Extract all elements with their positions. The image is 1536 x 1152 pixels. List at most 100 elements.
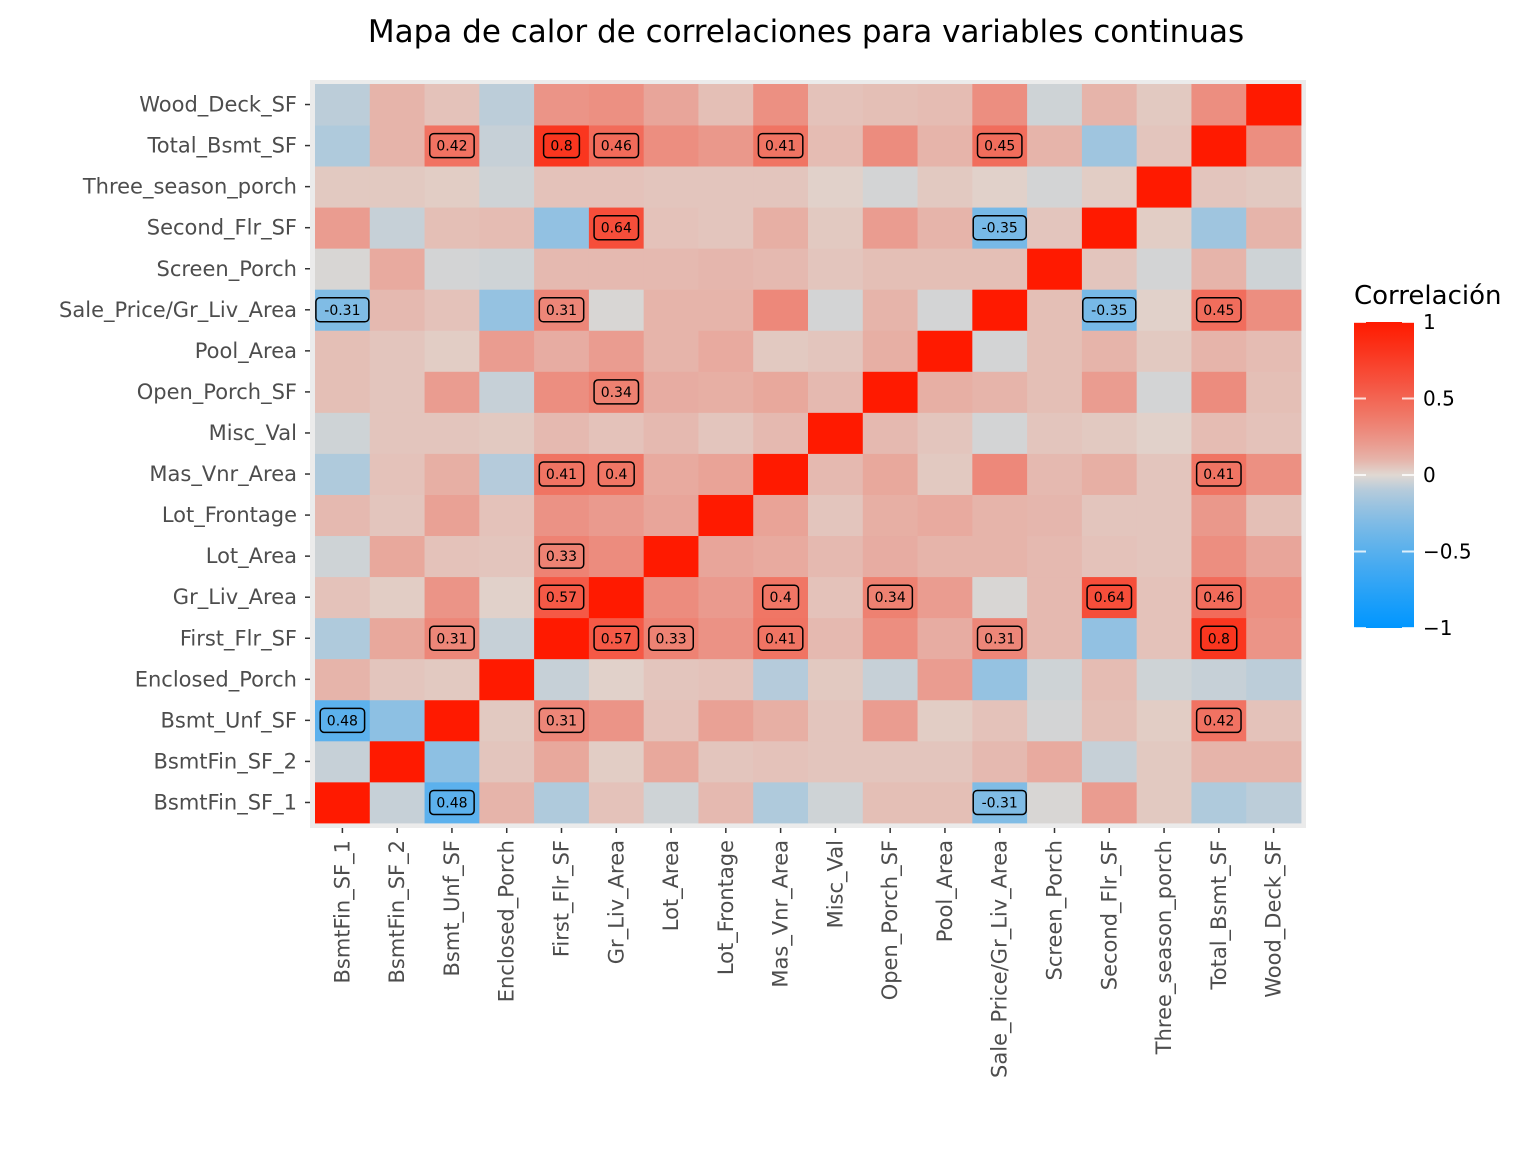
heatmap-cell-sale-price-gr-liv-area-x-three-season-porch	[1136, 289, 1192, 331]
heatmap-cell-pool-area-x-sale-price-gr-liv-area	[972, 330, 1028, 372]
heatmap-cell-pool-area-x-screen-porch	[1027, 330, 1083, 372]
heatmap-cell-three-season-porch-x-gr-liv-area	[588, 166, 645, 208]
cell-label-text: 0.46	[1203, 590, 1234, 606]
heatmap-cell-misc-val-x-wood-deck-sf	[1246, 412, 1302, 454]
y-tick-label-open-porch-sf: Open_Porch_SF	[137, 380, 297, 405]
x-tick-label-open-porch-sf: Open_Porch_SF	[878, 840, 903, 1000]
heatmap-cell-bsmtfin-sf-1-x-enclosed-porch	[479, 781, 535, 824]
heatmap-cell-bsmtfin-sf-2-x-bsmt-unf-sf	[424, 740, 480, 783]
cell-label-box	[597, 461, 635, 487]
heatmap-cell-lot-area-x-screen-porch	[1027, 535, 1083, 578]
heatmap-cell-lot-frontage-x-pool-area	[917, 494, 973, 537]
cell-label-box	[761, 584, 800, 610]
heatmap-cell-screen-porch-x-first-flr-sf	[534, 248, 590, 290]
heatmap-cell-enclosed-porch-x-open-porch-sf	[862, 658, 918, 701]
heatmap-cell-gr-liv-area-x-misc-val	[808, 576, 864, 619]
heatmap-cell-enclosed-porch-x-lot-frontage	[698, 658, 754, 701]
heatmap-cell-open-porch-sf-x-screen-porch	[1027, 371, 1083, 413]
heatmap-cell-second-flr-sf-x-open-porch-sf	[862, 207, 918, 249]
heatmap-cell-lot-area-x-wood-deck-sf	[1246, 535, 1302, 578]
heatmap-cell-mas-vnr-area-x-enclosed-porch	[479, 453, 535, 495]
y-tick-label-bsmt-unf-sf: Bsmt_Unf_SF	[160, 708, 297, 733]
heatmap-cell-sale-price-gr-liv-area-x-screen-porch	[1027, 289, 1083, 331]
heatmap-cell-wood-deck-sf-x-open-porch-sf	[862, 84, 918, 126]
heatmap-cell-lot-area-x-bsmt-unf-sf	[424, 535, 480, 578]
heatmap-cell-pool-area-x-misc-val	[808, 330, 864, 372]
x-tick-label-bsmtfin-sf-2: BsmtFin_SF_2	[385, 840, 410, 984]
cell-label-text: 0.34	[875, 590, 906, 606]
x-tick-label-bsmt-unf-sf: Bsmt_Unf_SF	[440, 840, 465, 977]
heatmap-cell-lot-area-x-bsmtfin-sf-1	[315, 535, 371, 578]
cell-label-bsmtfin-sf-1-x-sale-price-gr-liv-area: -0.31	[972, 789, 1027, 816]
heatmap-cell-three-season-porch-x-misc-val	[808, 166, 864, 208]
heatmap-cell-lot-area-x-sale-price-gr-liv-area	[972, 535, 1028, 578]
heatmap-cell-misc-val-x-enclosed-porch	[479, 412, 535, 454]
heatmap-cell-open-porch-sf-x-total-bsmt-sf	[1191, 371, 1247, 413]
heatmap-cell-total-bsmt-sf-x-wood-deck-sf	[1246, 125, 1302, 167]
heatmap-cell-open-porch-sf-x-open-porch-sf	[862, 371, 918, 413]
heatmap-cell-bsmtfin-sf-2-x-wood-deck-sf	[1246, 740, 1302, 783]
cell-label-box	[593, 625, 640, 651]
heatmap-cell-bsmtfin-sf-2-x-mas-vnr-area	[753, 740, 809, 783]
heatmap-cell-bsmt-unf-sf-x-open-porch-sf	[862, 699, 918, 742]
heatmap-cell-three-season-porch-x-bsmtfin-sf-1	[315, 166, 371, 208]
heatmap-cell-open-porch-sf-x-bsmtfin-sf-2	[369, 371, 425, 413]
x-tick-label-misc-val: Misc_Val	[823, 840, 848, 928]
heatmap-cell-misc-val-x-misc-val	[808, 412, 864, 454]
heatmap-cell-second-flr-sf-x-screen-porch	[1027, 207, 1083, 249]
heatmap-cell-screen-porch-x-screen-porch	[1027, 248, 1083, 290]
heatmap-cell-first-flr-sf-x-first-flr-sf	[534, 617, 590, 660]
heatmap-cell-wood-deck-sf-x-misc-val	[808, 84, 864, 126]
heatmap-cell-pool-area-x-second-flr-sf	[1081, 330, 1138, 372]
heatmap-cell-wood-deck-sf-x-bsmtfin-sf-2	[369, 84, 425, 126]
y-tick-label-bsmtfin-sf-1: BsmtFin_SF_1	[153, 790, 297, 815]
heatmap-cell-lot-frontage-x-lot-frontage	[698, 494, 754, 537]
heatmap-cell-enclosed-porch-x-three-season-porch	[1136, 658, 1192, 701]
heatmap-cell-open-porch-sf-x-pool-area	[917, 371, 973, 413]
cell-label-box	[428, 625, 475, 651]
heatmap-cell-mas-vnr-area-x-screen-porch	[1027, 453, 1083, 495]
cell-label-text: -0.31	[324, 303, 360, 319]
heatmap-cell-three-season-porch-x-mas-vnr-area	[753, 166, 809, 208]
heatmap-cell-misc-val-x-gr-liv-area	[588, 412, 645, 454]
heatmap-cell-first-flr-sf-x-three-season-porch	[1136, 617, 1192, 660]
y-tick-label-pool-area: Pool_Area	[195, 339, 297, 364]
heatmap-cell-misc-val-x-bsmt-unf-sf	[424, 412, 480, 454]
x-axis: BsmtFin_SF_1 BsmtFin_SF_2 Bsmt_Unf_SF Enclo…	[330, 828, 1287, 1078]
heatmap-cell-wood-deck-sf-x-total-bsmt-sf	[1191, 84, 1247, 126]
x-tick-label-first-flr-sf: First_Flr_SF	[550, 840, 575, 957]
heatmap-cell-lot-area-x-pool-area	[917, 535, 973, 578]
legend-title: Correlación	[1354, 281, 1501, 311]
cell-label-first-flr-sf-x-sale-price-gr-liv-area: 0.31	[976, 625, 1023, 651]
heatmap-cell-lot-frontage-x-enclosed-porch	[479, 494, 535, 537]
heatmap-cell-pool-area-x-enclosed-porch	[479, 330, 535, 372]
heatmap-cell-misc-val-x-sale-price-gr-liv-area	[972, 412, 1028, 454]
heatmap-cell-pool-area-x-pool-area	[917, 330, 973, 372]
heatmap-cell-lot-area-x-three-season-porch	[1136, 535, 1192, 578]
heatmap-cell-three-season-porch-x-lot-area	[643, 166, 699, 208]
heatmap-cell-open-porch-sf-x-lot-frontage	[698, 371, 754, 413]
heatmap-cell-screen-porch-x-mas-vnr-area	[753, 248, 809, 290]
heatmap-cell-bsmtfin-sf-2-x-gr-liv-area	[588, 740, 645, 783]
heatmap-cell-open-porch-sf-x-bsmt-unf-sf	[424, 371, 480, 413]
heatmap-cell-pool-area-x-lot-area	[643, 330, 699, 372]
heatmap-cell-misc-val-x-second-flr-sf	[1081, 412, 1138, 454]
heatmap-cell-enclosed-porch-x-bsmtfin-sf-2	[369, 658, 425, 701]
heatmap-cell-bsmtfin-sf-2-x-screen-porch	[1027, 740, 1083, 783]
y-tick-label-mas-vnr-area: Mas_Vnr_Area	[149, 462, 297, 487]
heatmap-cell-bsmtfin-sf-1-x-bsmtfin-sf-1	[315, 781, 371, 824]
heatmap-cell-bsmtfin-sf-1-x-gr-liv-area	[588, 781, 645, 824]
cell-label-text: 0.34	[601, 385, 632, 401]
heatmap-cell-lot-area-x-lot-area	[643, 535, 699, 578]
heatmap-cell-bsmt-unf-sf-x-gr-liv-area	[588, 699, 645, 742]
cell-label-text: 0.41	[546, 467, 577, 483]
heatmap-cell-labels: 0.42 0.8 0.46 0.41 0.45 0.64 -0.35 -0.31 0.31 -0.…	[315, 132, 1242, 816]
heatmap-cell-first-flr-sf-x-bsmtfin-sf-1	[315, 617, 371, 660]
heatmap-cell-open-porch-sf-x-bsmtfin-sf-1	[315, 371, 371, 413]
y-tick-label-enclosed-porch: Enclosed_Porch	[135, 667, 297, 692]
cell-label-box	[972, 214, 1027, 241]
x-tick-label-three-season-porch: Three_season_porch	[1152, 840, 1177, 1055]
heatmap-cell-wood-deck-sf-x-three-season-porch	[1136, 84, 1192, 126]
cell-label-text: 0.31	[546, 713, 577, 729]
cell-label-text: 0.41	[765, 139, 796, 155]
